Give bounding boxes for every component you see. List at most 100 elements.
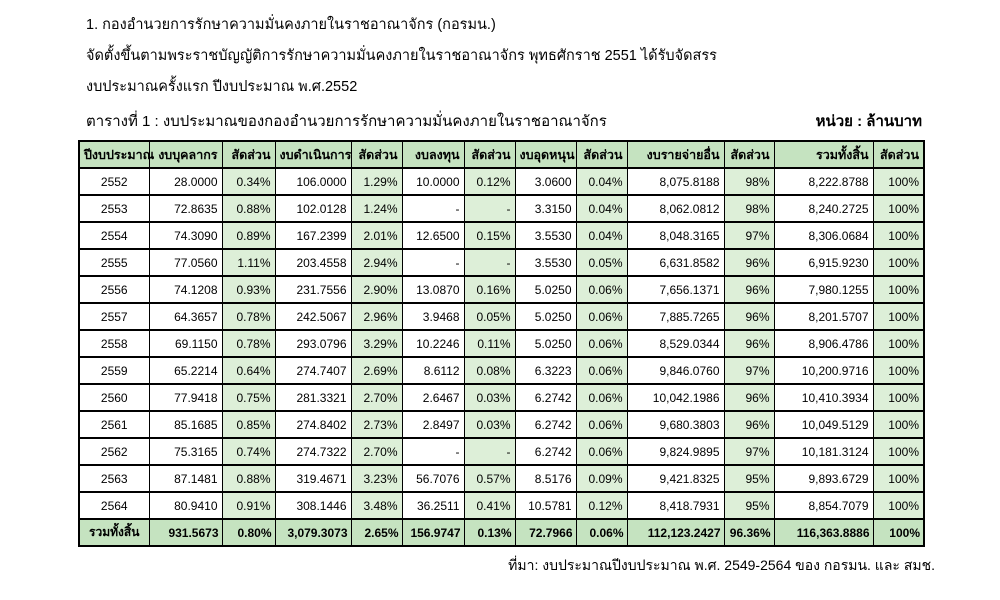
table-cell: 65.2214	[148, 356, 223, 385]
table-cell: 96%	[723, 410, 775, 439]
table-cell: 0.09%	[575, 464, 628, 493]
table-cell: 74.1208	[148, 275, 223, 304]
table-cell: 0.11%	[463, 329, 516, 358]
table-cell: 64.3657	[148, 302, 223, 331]
table-cell: 0.06%	[575, 410, 628, 439]
column-header: ปีงบประมาณ	[78, 140, 154, 169]
table-cell: 308.1446	[274, 491, 352, 520]
budget-table: ปีงบประมาณ งบบุคลากร สัดส่วน งบดำเนินการ สัด…	[78, 140, 925, 547]
table-cell: 0.64%	[221, 356, 276, 385]
table-title-row: ตารางที่ 1 : งบประมาณของกองอำนวยการรักษา…	[0, 109, 1000, 133]
table-cell: 0.93%	[221, 275, 276, 304]
table-cell: 231.7556	[274, 275, 352, 304]
table-cell: 10.2246	[401, 329, 465, 358]
table-row: 2561 85.1685 0.85% 274.8402 2.73% 2.8497 0.03%…	[78, 410, 925, 439]
table-cell: 0.03%	[463, 383, 516, 412]
table-cell: 100%	[872, 518, 925, 547]
table-cell: 0.15%	[463, 221, 516, 250]
table-cell: 8,854.7079	[773, 491, 874, 520]
table-cell: 80.9410	[148, 491, 223, 520]
table-cell: 0.74%	[221, 437, 276, 466]
table-cell: -	[463, 194, 516, 223]
table-cell: 10,410.3934	[773, 383, 874, 412]
table-cell: 3.29%	[350, 329, 403, 358]
table-cell: 0.85%	[221, 410, 276, 439]
table-row: 2563 87.1481 0.88% 319.4671 3.23% 56.7076 0.57…	[78, 464, 925, 493]
table-row: 2552 28.0000 0.34% 106.0000 1.29% 10.0000 0.12…	[78, 167, 925, 196]
source-note: ที่มา: งบประมาณปีงบประมาณ พ.ศ. 2549-2564…	[508, 557, 935, 573]
table-cell: 6.2742	[514, 410, 577, 439]
table-cell: 6.2742	[514, 383, 577, 412]
table-cell: 100%	[872, 383, 925, 412]
table-cell: 100%	[872, 194, 925, 223]
table-cell: 156.9747	[401, 518, 465, 547]
table-cell: 95%	[723, 491, 775, 520]
table-cell: 0.06%	[575, 275, 628, 304]
table-cell: 0.04%	[575, 194, 628, 223]
table-row: 2553 72.8635 0.88% 102.0128 1.24% - -3.3150 0.0…	[78, 194, 925, 223]
column-header: สัดส่วน	[872, 140, 925, 169]
table-cell: 97%	[723, 221, 775, 250]
table-cell: 2.73%	[350, 410, 403, 439]
table-cell: 0.12%	[463, 167, 516, 196]
table-cell: 0.06%	[575, 302, 628, 331]
table-cell: 72.7966	[514, 518, 577, 547]
table-cell: 274.7322	[274, 437, 352, 466]
table-cell: 9,893.6729	[773, 464, 874, 493]
table-cell: 0.89%	[221, 221, 276, 250]
table-cell: 96%	[723, 383, 775, 412]
table-cell: 77.9418	[148, 383, 223, 412]
table-cell: 1.29%	[350, 167, 403, 196]
table-cell: 3,079.3073	[274, 518, 352, 547]
table-cell: 9,824.9895	[626, 437, 725, 466]
table-cell: 98%	[723, 194, 775, 223]
table-cell: 0.06%	[575, 437, 628, 466]
table-cell: 3.48%	[350, 491, 403, 520]
table-cell: 0.06%	[575, 518, 628, 547]
table-cell: 72.8635	[148, 194, 223, 223]
table-cell: 106.0000	[274, 167, 352, 196]
table-cell: 98%	[723, 167, 775, 196]
column-header: งบลงทุน	[401, 140, 465, 169]
table-cell: 96%	[723, 275, 775, 304]
table-cell: -	[401, 248, 465, 277]
table-cell: 2556	[78, 275, 150, 304]
table-cell: 2552	[78, 167, 150, 196]
column-header: รวมทั้งสิ้น	[773, 140, 874, 169]
column-header: สัดส่วน	[723, 140, 775, 169]
table-cell: 2.94%	[350, 248, 403, 277]
table-cell: 0.05%	[575, 248, 628, 277]
table-cell: 8,529.0344	[626, 329, 725, 358]
table-cell: 0.13%	[463, 518, 516, 547]
table-cell: 3.23%	[350, 464, 403, 493]
table-cell: 8,418.7931	[626, 491, 725, 520]
table-cell: 2.8497	[401, 410, 465, 439]
table-cell: 36.2511	[401, 491, 465, 520]
table-cell: 6,631.8582	[626, 248, 725, 277]
table-cell: 5.0250	[514, 275, 577, 304]
table-cell: 293.0796	[274, 329, 352, 358]
column-header: งบอุดหนุน	[514, 140, 577, 169]
table-row: 2556 74.1208 0.93% 231.7556 2.90% 13.0870 0.16…	[78, 275, 925, 304]
table-cell: 274.8402	[274, 410, 352, 439]
table-row: 2564 80.9410 0.91% 308.1446 3.48% 36.2511 0.41…	[78, 491, 925, 520]
table-cell: 0.91%	[221, 491, 276, 520]
table-cell: 8,306.0684	[773, 221, 874, 250]
table-cell: 74.3090	[148, 221, 223, 250]
table-cell: 0.08%	[463, 356, 516, 385]
table-cell: 8,062.0812	[626, 194, 725, 223]
intro-line-3: งบประมาณครั้งแรก ปีงบประมาณ พ.ศ.2552	[86, 79, 358, 95]
table-cell: 97%	[723, 437, 775, 466]
table-cell: 112,123.2427	[626, 518, 725, 547]
table-cell: 0.34%	[221, 167, 276, 196]
table-cell: 0.03%	[463, 410, 516, 439]
table-cell: 0.78%	[221, 329, 276, 358]
table-cell: 2560	[78, 383, 150, 412]
table-cell: 95%	[723, 464, 775, 493]
table-cell: รวมทั้งสิ้น	[78, 518, 150, 547]
total-row: รวมทั้งสิ้น 931.5673 0.80% 3,079.3073 2.65% 1…	[78, 518, 925, 547]
table-cell: 2.65%	[350, 518, 403, 547]
table-cell: 7,656.1371	[626, 275, 725, 304]
table-cell: 2.90%	[350, 275, 403, 304]
